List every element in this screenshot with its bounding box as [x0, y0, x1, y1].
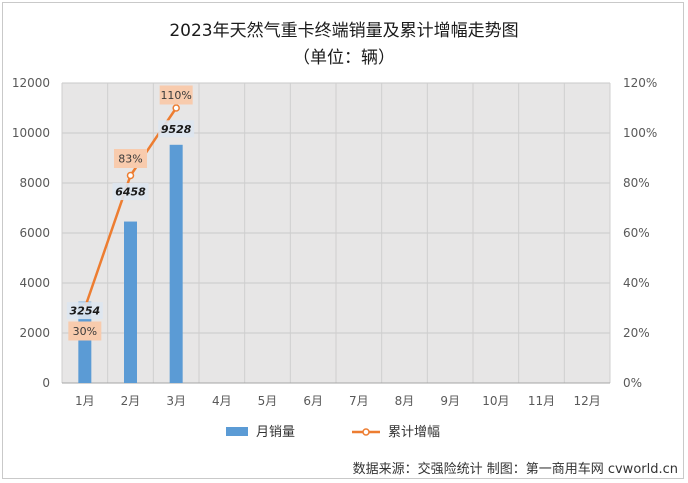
bar-data-label: 3254 [70, 305, 101, 318]
y-right-tick-label: 120% [623, 76, 657, 90]
y-left-tick-label: 6000 [19, 226, 50, 240]
line-data-label-box [68, 321, 102, 341]
x-tick-label: 1月 [75, 394, 95, 408]
legend-label-line: 累计增幅 [388, 425, 440, 440]
bar-data-label-box [112, 183, 149, 201]
chart-title: 2023年天然气重卡终端销量及累计增幅走势图 [169, 21, 519, 41]
line-data-label-box [159, 85, 193, 105]
x-tick-label: 5月 [258, 394, 278, 408]
x-tick-label: 9月 [440, 394, 460, 408]
y-right-tick-label: 60% [623, 226, 650, 240]
line-point [126, 171, 135, 180]
y-left-tick-label: 2000 [19, 326, 50, 340]
y-right-tick-label: 80% [623, 176, 650, 190]
y-right-tick-label: 40% [623, 276, 650, 290]
bar-data-label-box [66, 302, 103, 320]
x-tick-label: 10月 [482, 394, 509, 408]
line-data-label: 110% [160, 89, 191, 102]
bar [169, 144, 183, 383]
bar-data-label: 9528 [161, 123, 192, 136]
y-right-tick-label: 20% [623, 326, 650, 340]
line-data-label-box [114, 149, 147, 168]
source-note: 数据来源：交强险统计 制图：第一商用车网 cvworld.cn [352, 462, 678, 477]
legend-swatch-bar [226, 427, 248, 436]
legend-swatch-marker [362, 428, 370, 436]
y-left-tick-label: 10000 [12, 126, 50, 140]
x-tick-label: 12月 [574, 394, 601, 408]
legend-label-bar: 月销量 [256, 425, 295, 440]
bar-data-label-box [158, 120, 195, 138]
y-left-tick-label: 4000 [19, 276, 50, 290]
y-right-tick-label: 0% [623, 376, 642, 390]
y-left-tick-label: 0 [42, 376, 50, 390]
x-tick-label: 2月 [121, 394, 141, 408]
x-tick-label: 4月 [212, 394, 232, 408]
x-tick-label: 7月 [349, 394, 369, 408]
line-data-label: 83% [118, 153, 142, 166]
x-tick-label: 8月 [395, 394, 415, 408]
y-left-tick-label: 8000 [19, 176, 50, 190]
line-point [172, 104, 180, 112]
x-tick-label: 11月 [528, 394, 555, 408]
chart-subtitle: （单位：辆） [293, 48, 395, 68]
y-right-tick-label: 100% [623, 126, 657, 140]
x-tick-label: 6月 [303, 394, 323, 408]
line-data-label: 30% [73, 325, 97, 338]
x-tick-label: 3月 [166, 394, 186, 408]
bar-data-label: 6458 [115, 186, 146, 199]
bar [124, 221, 137, 383]
y-left-tick-label: 12000 [12, 76, 50, 90]
